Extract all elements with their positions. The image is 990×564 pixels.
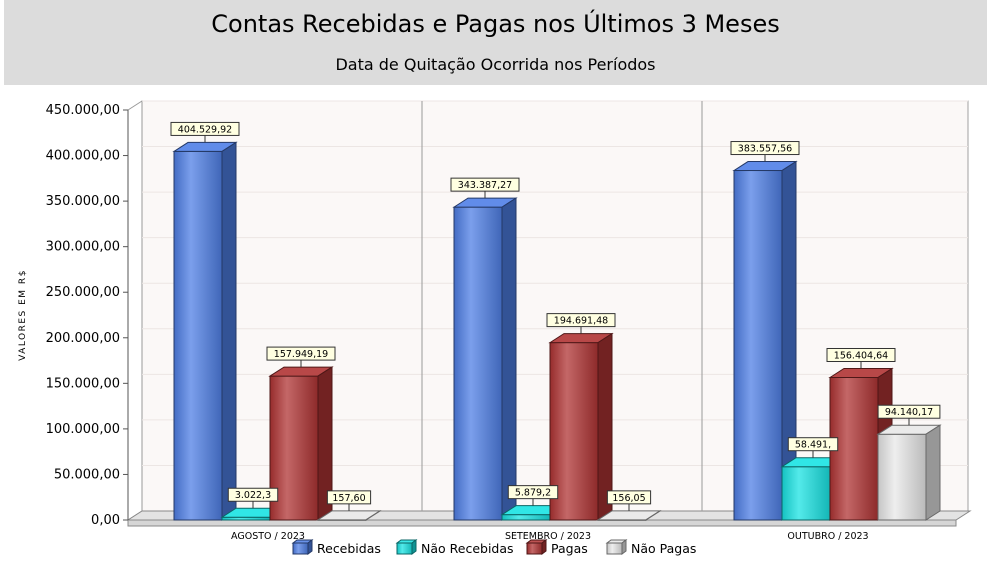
bar-recebidas-1 — [452, 197, 518, 521]
bar-side — [925, 424, 941, 521]
data-label-box — [877, 404, 941, 419]
y-tick-label: 50.000,00 — [54, 467, 120, 482]
legend-item-não-recebidas: Não Recebidas — [395, 539, 514, 556]
data-label: 157.949,19 — [274, 349, 328, 360]
bar-front — [453, 206, 503, 521]
bar-não-pagas-1 — [596, 509, 662, 521]
data-label-box — [730, 141, 800, 156]
bar-front — [733, 170, 783, 521]
data-label-box — [826, 347, 896, 362]
bar-side — [221, 141, 237, 521]
data-label-box — [546, 313, 616, 328]
y-tick-label: 250.000,00 — [46, 285, 120, 300]
plot-side-wall — [127, 100, 143, 521]
y-tick-label: 0,00 — [91, 513, 120, 528]
data-label-box — [170, 121, 240, 136]
bar-recebidas-0 — [172, 141, 238, 521]
legend-swatch-side — [621, 539, 627, 555]
bar-não-pagas-2 — [876, 424, 942, 521]
bar-front — [501, 514, 551, 521]
data-label-box — [787, 437, 839, 452]
data-label: 404.529,92 — [178, 124, 232, 135]
chart-title: Contas Recebidas e Pagas nos Últimos 3 M… — [211, 10, 780, 38]
x-tick-label: SETEMBRO / 2023 — [505, 531, 591, 542]
legend-swatch — [292, 542, 309, 555]
data-label-box — [326, 490, 372, 505]
legend-swatch-side — [307, 539, 313, 555]
data-label: 5.879,2 — [515, 488, 551, 499]
bar-side — [365, 509, 381, 521]
data-label-box — [507, 485, 559, 500]
data-label: 194.691,48 — [554, 316, 608, 327]
data-label: 94.140,17 — [885, 407, 933, 418]
y-tick-label: 200.000,00 — [46, 331, 120, 346]
y-tick-label: 100.000,00 — [46, 422, 120, 437]
data-label: 156.404,64 — [834, 350, 888, 361]
y-axis-label: VALORES EM R$ — [18, 269, 28, 361]
x-tick-label: OUTUBRO / 2023 — [787, 531, 868, 542]
y-tick-label: 450.000,00 — [46, 103, 120, 118]
bar-recebidas-2 — [732, 160, 798, 521]
bar-front — [173, 150, 223, 521]
legend-label: Recebidas — [317, 541, 381, 556]
legend-label: Pagas — [551, 541, 588, 556]
data-label-box — [227, 487, 279, 502]
legend-label: Não Recebidas — [421, 541, 514, 556]
legend-swatch — [396, 542, 413, 555]
legend-item-pagas: Pagas — [525, 539, 588, 556]
legend-swatch — [526, 542, 543, 555]
x-tick-label: AGOSTO / 2023 — [231, 531, 305, 542]
y-tick-label: 400.000,00 — [46, 149, 120, 164]
data-label: 3.022,3 — [235, 490, 271, 501]
data-label: 157,60 — [332, 493, 365, 504]
legend-item-não-pagas: Não Pagas — [605, 539, 696, 556]
y-tick-label: 150.000,00 — [46, 376, 120, 391]
legend-label: Não Pagas — [631, 541, 696, 556]
bar-side — [501, 197, 517, 521]
legend-swatch — [606, 542, 623, 555]
legend-swatch-side — [411, 539, 417, 555]
data-label-box — [450, 177, 520, 192]
chart-subtitle: Data de Quitação Ocorrida nos Períodos — [335, 55, 656, 74]
bar-não-pagas-0 — [316, 509, 382, 521]
bar-front — [781, 466, 831, 521]
data-label: 343.387,27 — [458, 180, 512, 191]
chart-header: Contas Recebidas e Pagas nos Últimos 3 M… — [4, 0, 987, 85]
y-tick-label: 300.000,00 — [46, 240, 120, 255]
data-label-box — [606, 490, 652, 505]
legend-item-recebidas: Recebidas — [291, 539, 381, 556]
bar-side — [645, 509, 661, 521]
data-label: 156,05 — [612, 493, 645, 504]
bar-pagas-1 — [548, 332, 614, 521]
y-tick-label: 350.000,00 — [46, 194, 120, 209]
bar-front — [877, 433, 927, 521]
data-label: 58.491, — [795, 440, 831, 451]
legend-swatch-side — [541, 539, 547, 555]
bar-chart: 404.529,92 3.022,3 157.949,19 157,60 343.387… — [18, 100, 972, 556]
bar-pagas-0 — [268, 366, 334, 521]
data-label-box — [266, 346, 336, 361]
plot-floor-edge — [127, 519, 957, 527]
data-label: 383.557,56 — [738, 144, 792, 155]
